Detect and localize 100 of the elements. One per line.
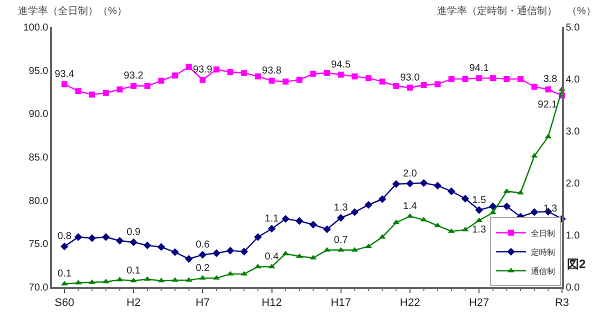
point xyxy=(324,247,330,252)
legend-label: 通信制 xyxy=(530,266,555,276)
data-label: 93.8 xyxy=(262,65,282,76)
point xyxy=(268,224,276,233)
point xyxy=(531,84,538,90)
point xyxy=(60,242,68,250)
point xyxy=(448,76,454,82)
point xyxy=(282,78,289,85)
point xyxy=(461,194,470,202)
data-label: 0.2 xyxy=(196,262,210,274)
data-label: 0.1 xyxy=(126,266,141,277)
point xyxy=(517,190,524,194)
y2-tick-label: 1.0 xyxy=(566,230,580,242)
point xyxy=(172,72,178,79)
point xyxy=(240,248,248,256)
x-tick-label: H2 xyxy=(126,296,141,309)
y-tick-label: 95.0 xyxy=(28,66,49,77)
point xyxy=(392,180,400,188)
point xyxy=(200,76,206,83)
data-label: 94.5 xyxy=(331,59,352,70)
point xyxy=(504,76,510,82)
point xyxy=(350,208,359,216)
x-tick-label: H7 xyxy=(196,296,210,309)
point xyxy=(475,206,483,214)
point xyxy=(378,195,386,204)
point xyxy=(158,78,164,84)
y2-tick-label: 2.0 xyxy=(566,178,580,190)
point xyxy=(448,187,456,196)
point xyxy=(186,64,192,70)
data-label: 1.1 xyxy=(264,214,280,225)
point xyxy=(61,81,68,88)
y-tick-label: 75.0 xyxy=(28,239,49,250)
point xyxy=(420,82,427,88)
point xyxy=(338,72,344,78)
point xyxy=(212,249,220,258)
data-label: 0.1 xyxy=(57,268,72,280)
data-label: 0.9 xyxy=(126,227,141,238)
point xyxy=(434,182,442,190)
data-label: 3.8 xyxy=(543,74,558,86)
point xyxy=(75,88,82,94)
point xyxy=(89,92,96,98)
data-label: 92.1 xyxy=(538,100,558,111)
point xyxy=(530,208,538,216)
point xyxy=(254,233,262,241)
y2-tick-label: 3.0 xyxy=(566,126,580,138)
y-tick-label: 90.0 xyxy=(28,109,49,120)
point xyxy=(213,275,220,280)
point xyxy=(296,76,302,83)
point xyxy=(144,82,150,89)
x-tick-label: H12 xyxy=(262,296,282,309)
point xyxy=(88,234,96,242)
caption: 図2 xyxy=(567,257,586,271)
point xyxy=(130,278,137,282)
data-label: 0.8 xyxy=(57,231,72,242)
data-label: 93.0 xyxy=(400,72,420,84)
point xyxy=(74,233,82,241)
point xyxy=(365,243,372,248)
x-tick-label: R3 xyxy=(554,296,570,309)
data-label: 0.6 xyxy=(196,240,210,251)
y2-tick-label: 4.0 xyxy=(566,74,580,86)
point xyxy=(198,250,207,259)
point xyxy=(434,81,441,88)
data-label: 93.4 xyxy=(54,68,75,80)
y2-axis-title: 進学率（定時制・通信制） （%） xyxy=(437,5,596,17)
point xyxy=(184,255,193,263)
y-tick-label: 80.0 xyxy=(28,196,49,207)
point xyxy=(323,225,331,234)
y-tick-label: 100.0 xyxy=(23,22,49,34)
x-tick-label: H17 xyxy=(330,296,351,309)
point xyxy=(157,243,166,251)
y-tick-label: 85.0 xyxy=(28,152,49,164)
data-label: 0.4 xyxy=(264,251,280,262)
point xyxy=(296,217,304,225)
point xyxy=(282,214,290,223)
point xyxy=(379,78,386,85)
data-label: 1.4 xyxy=(403,201,418,212)
point xyxy=(406,213,414,218)
data-label: 1.3 xyxy=(472,224,486,236)
point xyxy=(545,86,552,92)
point xyxy=(172,277,178,282)
data-label: 93.2 xyxy=(124,70,144,82)
point xyxy=(518,76,524,82)
point xyxy=(130,238,138,246)
point xyxy=(364,200,372,209)
point xyxy=(336,214,345,222)
data-label: 94.1 xyxy=(469,62,490,74)
point xyxy=(420,179,428,187)
point xyxy=(116,86,123,92)
point xyxy=(227,69,234,76)
y-axis-title: 進学率（全日制）（%） xyxy=(18,5,127,17)
point xyxy=(393,82,400,89)
y2-tick-label: 5.0 xyxy=(566,22,580,34)
point xyxy=(226,246,234,254)
point xyxy=(213,66,220,72)
x-tick-label: H27 xyxy=(468,296,490,309)
x-tick-label: H22 xyxy=(400,296,420,309)
point xyxy=(476,75,482,82)
point xyxy=(309,220,318,228)
x-tick-label: S60 xyxy=(54,296,74,309)
point xyxy=(116,236,124,245)
